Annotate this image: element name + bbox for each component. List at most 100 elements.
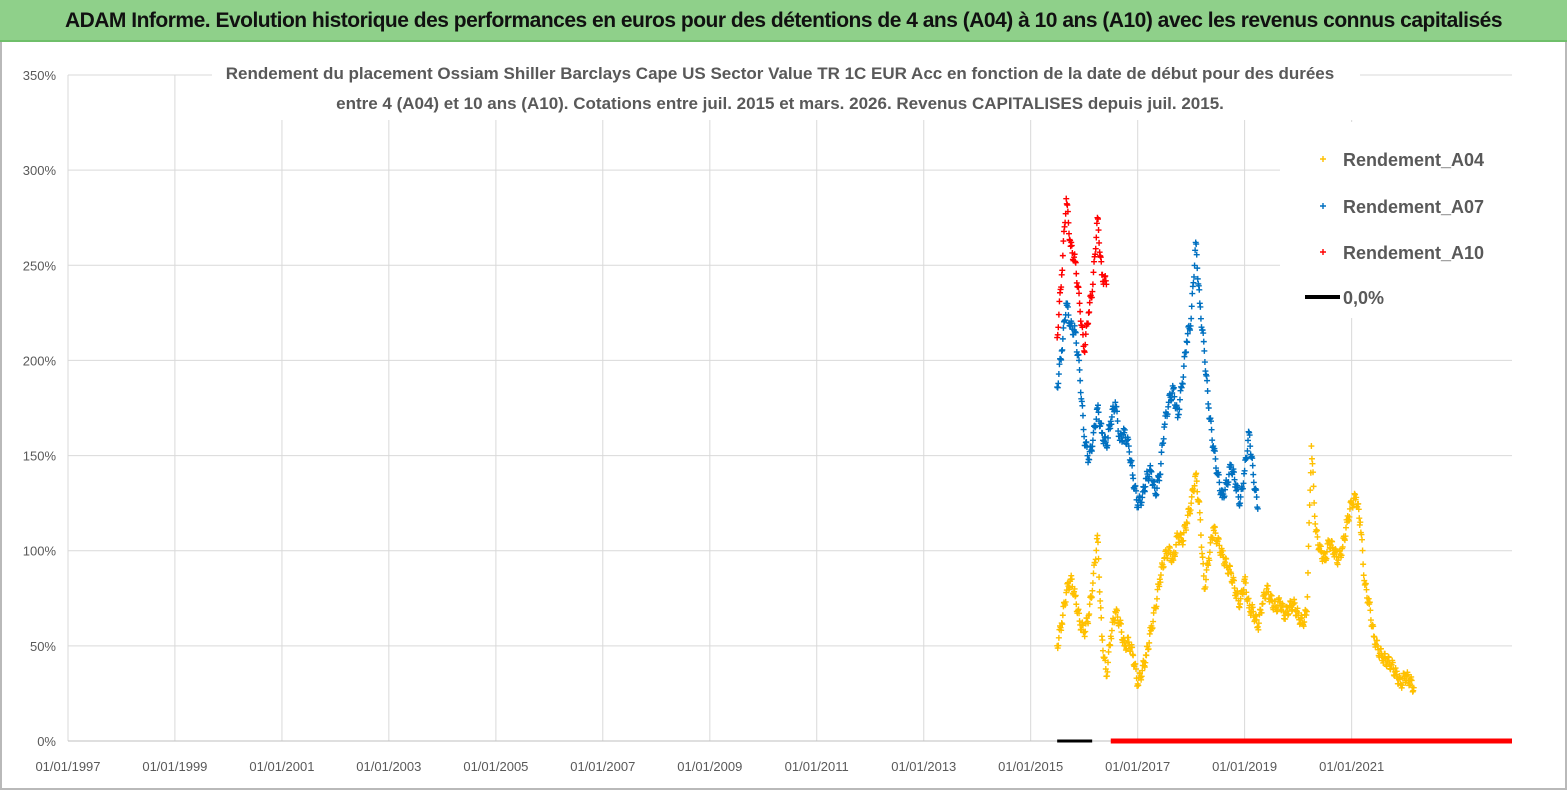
data-point-rendement-a04 xyxy=(1267,591,1274,598)
y-tick-label: 250% xyxy=(23,258,57,273)
data-point-rendement-a07 xyxy=(1055,371,1062,378)
data-point-rendement-a10 xyxy=(1089,281,1096,288)
data-point-rendement-a10 xyxy=(1055,311,1062,318)
data-point-rendement-a07 xyxy=(1138,499,1145,506)
data-point-rendement-a04 xyxy=(1259,600,1266,607)
data-point-rendement-a07 xyxy=(1209,437,1216,444)
x-tick-label: 01/01/2015 xyxy=(998,759,1063,774)
data-point-rendement-a07 xyxy=(1184,339,1191,346)
data-point-rendement-a04 xyxy=(1282,616,1289,623)
data-point-rendement-a10 xyxy=(1082,341,1089,348)
data-point-rendement-a07 xyxy=(1151,478,1158,485)
x-tick-label: 01/01/2021 xyxy=(1319,759,1384,774)
data-point-rendement-a04 xyxy=(1310,469,1317,476)
data-point-rendement-a07 xyxy=(1192,247,1199,254)
data-point-rendement-a04 xyxy=(1323,555,1330,562)
data-point-rendement-a10 xyxy=(1081,349,1088,356)
data-point-rendement-a07 xyxy=(1071,322,1078,329)
data-point-rendement-a07 xyxy=(1201,359,1208,366)
data-point-rendement-a04 xyxy=(1133,666,1140,673)
data-point-rendement-a04 xyxy=(1180,537,1187,544)
data-point-rendement-a04 xyxy=(1383,663,1390,670)
data-point-rendement-a04 xyxy=(1198,544,1205,551)
data-point-rendement-a04 xyxy=(1145,645,1152,652)
data-point-rendement-a10 xyxy=(1094,216,1101,222)
data-point-rendement-a04 xyxy=(1314,533,1321,540)
data-point-rendement-a07 xyxy=(1200,330,1207,337)
data-point-rendement-a07 xyxy=(1160,435,1167,442)
data-point-rendement-a07 xyxy=(1164,411,1171,418)
data-point-rendement-a10 xyxy=(1086,309,1093,316)
data-point-rendement-a04 xyxy=(1166,544,1173,551)
data-point-rendement-a04 xyxy=(1203,566,1210,573)
data-point-rendement-a04 xyxy=(1264,582,1271,589)
data-point-rendement-a10 xyxy=(1079,324,1086,331)
data-point-rendement-a04 xyxy=(1129,644,1136,651)
data-point-rendement-a07 xyxy=(1108,413,1115,420)
data-point-rendement-a07 xyxy=(1196,286,1203,293)
data-point-rendement-a10 xyxy=(1056,298,1063,305)
data-point-rendement-a07 xyxy=(1147,462,1154,469)
x-tick-label: 01/01/2017 xyxy=(1105,759,1170,774)
data-point-rendement-a10 xyxy=(1076,290,1083,297)
chart-title-line-2: entre 4 (A04) et 10 ans (A10). Cotations… xyxy=(336,94,1224,113)
data-point-rendement-a04 xyxy=(1062,598,1069,605)
data-point-rendement-a04 xyxy=(1406,682,1413,689)
data-point-rendement-a04 xyxy=(1245,595,1252,602)
data-point-rendement-a07 xyxy=(1153,485,1160,492)
data-point-rendement-a07 xyxy=(1108,421,1115,428)
data-point-rendement-a04 xyxy=(1114,614,1121,621)
data-point-rendement-a04 xyxy=(1099,637,1106,644)
data-point-rendement-a07 xyxy=(1168,396,1175,403)
data-point-rendement-a10 xyxy=(1092,251,1099,258)
data-point-rendement-a10 xyxy=(1093,220,1100,227)
data-point-rendement-a04 xyxy=(1104,668,1111,675)
data-point-rendement-a07 xyxy=(1188,315,1195,322)
legend-swatch-rendement-a10 xyxy=(1320,249,1326,255)
data-point-rendement-a07 xyxy=(1139,494,1146,501)
data-point-rendement-a04 xyxy=(1150,618,1157,625)
data-point-rendement-a07 xyxy=(1084,452,1091,459)
data-point-rendement-a04 xyxy=(1066,584,1073,591)
data-point-rendement-a04 xyxy=(1099,647,1106,654)
data-point-rendement-a04 xyxy=(1303,608,1310,615)
data-point-rendement-a07 xyxy=(1114,418,1121,425)
data-point-rendement-a07 xyxy=(1076,357,1083,364)
data-point-rendement-a04 xyxy=(1393,668,1400,675)
data-point-rendement-a07 xyxy=(1187,322,1194,329)
data-point-rendement-a10 xyxy=(1075,284,1082,291)
legend-label: 0,0% xyxy=(1343,288,1384,308)
data-point-rendement-a04 xyxy=(1146,639,1153,646)
data-point-rendement-a07 xyxy=(1194,275,1201,282)
data-point-rendement-a07 xyxy=(1056,361,1063,368)
data-point-rendement-a07 xyxy=(1176,396,1183,403)
data-point-rendement-a04 xyxy=(1196,498,1203,505)
data-point-rendement-a07 xyxy=(1086,456,1093,463)
data-point-rendement-a04 xyxy=(1359,536,1365,543)
data-point-rendement-a04 xyxy=(1153,603,1160,610)
data-point-rendement-a10 xyxy=(1064,202,1071,209)
data-point-rendement-a04 xyxy=(1268,592,1275,599)
data-point-rendement-a04 xyxy=(1329,538,1336,545)
data-point-rendement-a04 xyxy=(1381,650,1388,657)
y-tick-label: 200% xyxy=(23,353,57,368)
data-point-rendement-a04 xyxy=(1157,572,1164,579)
data-point-rendement-a07 xyxy=(1121,426,1128,433)
data-point-rendement-a04 xyxy=(1089,580,1096,587)
data-point-rendement-a10 xyxy=(1095,227,1102,234)
data-point-rendement-a04 xyxy=(1149,625,1156,632)
data-point-rendement-a04 xyxy=(1389,659,1396,666)
data-point-rendement-a04 xyxy=(1187,507,1194,514)
data-point-rendement-a04 xyxy=(1172,549,1179,556)
data-point-rendement-a04 xyxy=(1243,589,1250,596)
data-point-rendement-a07 xyxy=(1237,493,1244,500)
data-point-rendement-a04 xyxy=(1227,563,1234,570)
data-point-rendement-a07 xyxy=(1250,479,1257,486)
data-point-rendement-a04 xyxy=(1339,543,1346,550)
data-point-rendement-a04 xyxy=(1105,648,1112,655)
data-point-rendement-a07 xyxy=(1079,412,1086,419)
data-point-rendement-a07 xyxy=(1157,460,1164,467)
data-point-rendement-a07 xyxy=(1076,366,1083,373)
data-point-rendement-a10 xyxy=(1096,239,1103,246)
data-point-rendement-a07 xyxy=(1073,340,1080,347)
